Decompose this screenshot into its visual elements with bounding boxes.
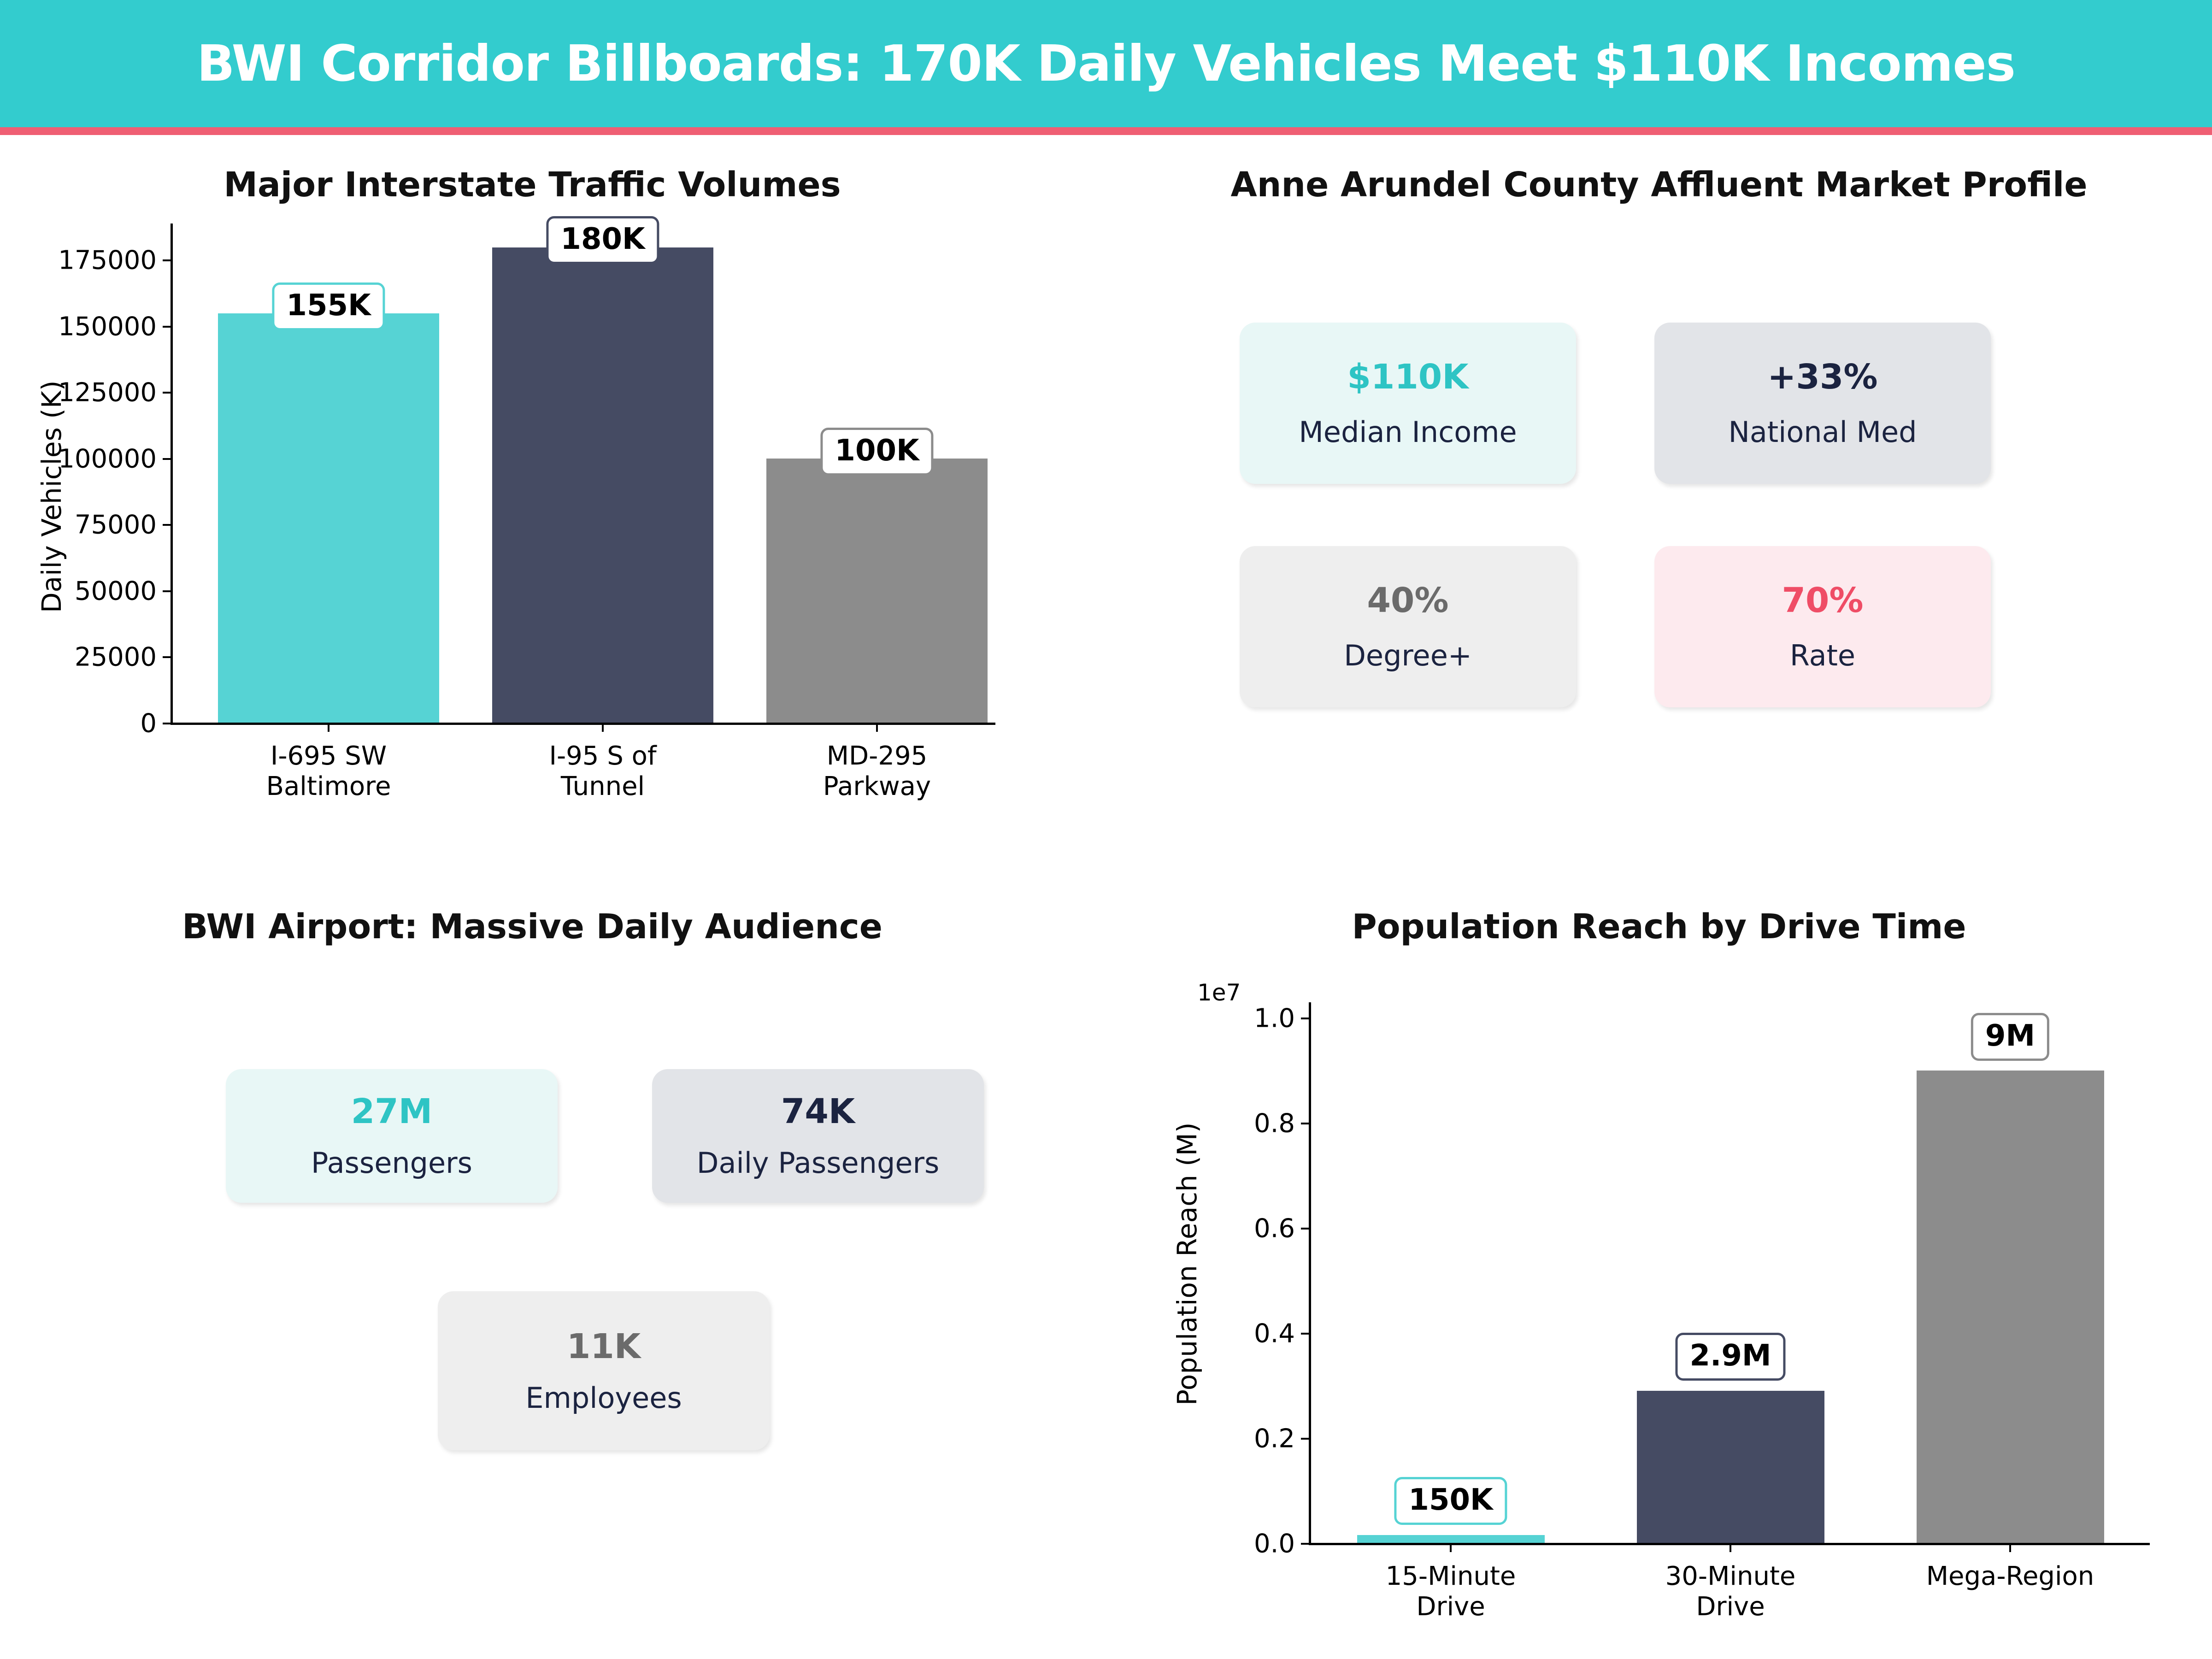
y-tick-mark — [1301, 1438, 1309, 1440]
x-tick-mark — [876, 724, 878, 732]
y-tick-label: 0.6 — [1253, 1213, 1295, 1244]
bar-value-badge: 150K — [1394, 1477, 1507, 1525]
x-tick-mark — [328, 724, 329, 732]
header-banner: BWI Corridor Billboards: 170K Daily Vehi… — [0, 0, 2212, 127]
kpi-card-degree[interactable]: 40% Degree+ — [1240, 546, 1576, 707]
kpi-value: +33% — [1767, 357, 1878, 397]
y-tick-label: 75000 — [74, 510, 157, 540]
y-tick-label: 150000 — [58, 312, 157, 342]
kpi-label: National Med — [1728, 415, 1917, 449]
y-tick-label: 0.2 — [1253, 1424, 1295, 1454]
y-axis-line-reach — [1309, 1002, 1311, 1544]
kpi-card-passengers[interactable]: 27M Passengers — [226, 1069, 558, 1203]
bar-md295[interactable] — [766, 459, 988, 723]
x-tick-mark — [1450, 1544, 1452, 1552]
bar-15-minute-drive[interactable] — [1357, 1535, 1545, 1543]
x-axis-line-traffic — [171, 723, 995, 725]
kpi-card-median-income[interactable]: $110K Median Income — [1240, 323, 1576, 484]
x-tick-label: MD-295 Parkway — [823, 741, 931, 801]
x-axis-line-reach — [1309, 1543, 2150, 1545]
y-axis-line-traffic — [171, 224, 173, 724]
bar-value-badge: 2.9M — [1675, 1333, 1786, 1381]
kpi-label: Median Income — [1299, 415, 1517, 449]
bar-value-badge: 9M — [1971, 1013, 2050, 1061]
y-axis-offset-text: 1e7 — [1197, 979, 1241, 1006]
kpi-card-national-med[interactable]: +33% National Med — [1654, 323, 1991, 484]
kpi-value: 40% — [1367, 581, 1449, 620]
kpi-card-employees[interactable]: 11K Employees — [438, 1291, 770, 1450]
panel-population-reach: Population Reach by Drive Time 1e7 Popul… — [1106, 894, 2212, 1641]
page-title: BWI Corridor Billboards: 170K Daily Vehi… — [197, 35, 2016, 93]
bar-30-minute-drive[interactable] — [1637, 1391, 1824, 1543]
bar-i95[interactable] — [492, 247, 713, 723]
kpi-value: 70% — [1782, 581, 1864, 620]
kpi-label: Employees — [525, 1381, 682, 1415]
y-tick-mark — [163, 458, 171, 460]
y-tick-mark — [163, 656, 171, 658]
y-tick-mark — [1301, 1228, 1309, 1230]
x-tick-mark — [602, 724, 604, 732]
chart-population-reach: 1e7 Population Reach (M) 0.0 0.2 0.4 0.6… — [1106, 894, 2212, 1641]
y-tick-label: 175000 — [58, 245, 157, 276]
y-tick-label: 0.4 — [1253, 1318, 1295, 1349]
x-tick-label: 15-Minute Drive — [1385, 1561, 1516, 1622]
panel-traffic-volumes: Major Interstate Traffic Volumes Daily V… — [0, 152, 1065, 871]
y-tick-mark — [163, 524, 171, 526]
panel-market-profile: Anne Arundel County Affluent Market Prof… — [1106, 152, 2212, 871]
y-tick-mark — [1301, 1123, 1309, 1124]
bar-value-badge: 155K — [272, 282, 385, 330]
y-tick-label: 125000 — [58, 377, 157, 408]
x-tick-label: Mega-Region — [1926, 1561, 2094, 1591]
y-tick-label: 100000 — [58, 444, 157, 474]
kpi-label: Passengers — [311, 1146, 472, 1180]
panel-bwi-airport: BWI Airport: Massive Daily Audience 27M … — [0, 894, 1065, 1641]
y-tick-mark — [1301, 1333, 1309, 1335]
y-tick-mark — [163, 259, 171, 261]
y-tick-mark — [163, 590, 171, 592]
y-tick-mark — [1301, 1543, 1309, 1545]
plot-area-traffic — [173, 224, 995, 723]
y-tick-mark — [163, 326, 171, 328]
plot-area-reach — [1311, 1002, 2150, 1543]
bar-mega-region[interactable] — [1917, 1071, 2104, 1543]
x-tick-label: 30-Minute Drive — [1665, 1561, 1796, 1622]
kpi-value: 11K — [566, 1326, 641, 1366]
kpi-card-rate[interactable]: 70% Rate — [1654, 546, 1991, 707]
kpi-label: Rate — [1789, 639, 1856, 672]
y-tick-label: 0.8 — [1253, 1108, 1295, 1139]
panel-title-airport: BWI Airport: Massive Daily Audience — [182, 907, 882, 947]
panel-title-market: Anne Arundel County Affluent Market Prof… — [1230, 165, 2088, 205]
y-tick-label: 25000 — [74, 642, 157, 672]
panel-title-traffic: Major Interstate Traffic Volumes — [224, 165, 841, 205]
y-axis-label-reach: Population Reach (M) — [1171, 1122, 1203, 1406]
y-tick-mark — [1301, 1018, 1309, 1019]
header-accent-divider — [0, 127, 2212, 135]
x-tick-label: I-95 S of Tunnel — [549, 741, 657, 801]
panel-title-reach: Population Reach by Drive Time — [1352, 907, 1966, 947]
kpi-label: Degree+ — [1344, 639, 1472, 672]
y-tick-label: 0 — [140, 708, 157, 739]
bar-i695[interactable] — [218, 313, 439, 723]
bar-value-badge: 180K — [546, 216, 659, 264]
kpi-value: 27M — [351, 1092, 433, 1131]
y-tick-label: 50000 — [74, 576, 157, 606]
y-tick-mark — [163, 723, 171, 724]
kpi-value: $110K — [1347, 357, 1469, 397]
kpi-value: 74K — [781, 1092, 855, 1131]
y-tick-mark — [163, 392, 171, 394]
y-tick-label: 1.0 — [1253, 1003, 1295, 1034]
bar-value-badge: 100K — [820, 428, 934, 476]
kpi-card-daily-passengers[interactable]: 74K Daily Passengers — [652, 1069, 984, 1203]
x-tick-mark — [1730, 1544, 1731, 1552]
y-tick-label: 0.0 — [1253, 1529, 1295, 1559]
chart-traffic-volumes: Daily Vehicles (K) 0 25000 50000 75000 1… — [0, 152, 1065, 871]
kpi-label: Daily Passengers — [696, 1146, 940, 1180]
x-tick-label: I-695 SW Baltimore — [266, 741, 391, 801]
x-tick-mark — [2009, 1544, 2011, 1552]
